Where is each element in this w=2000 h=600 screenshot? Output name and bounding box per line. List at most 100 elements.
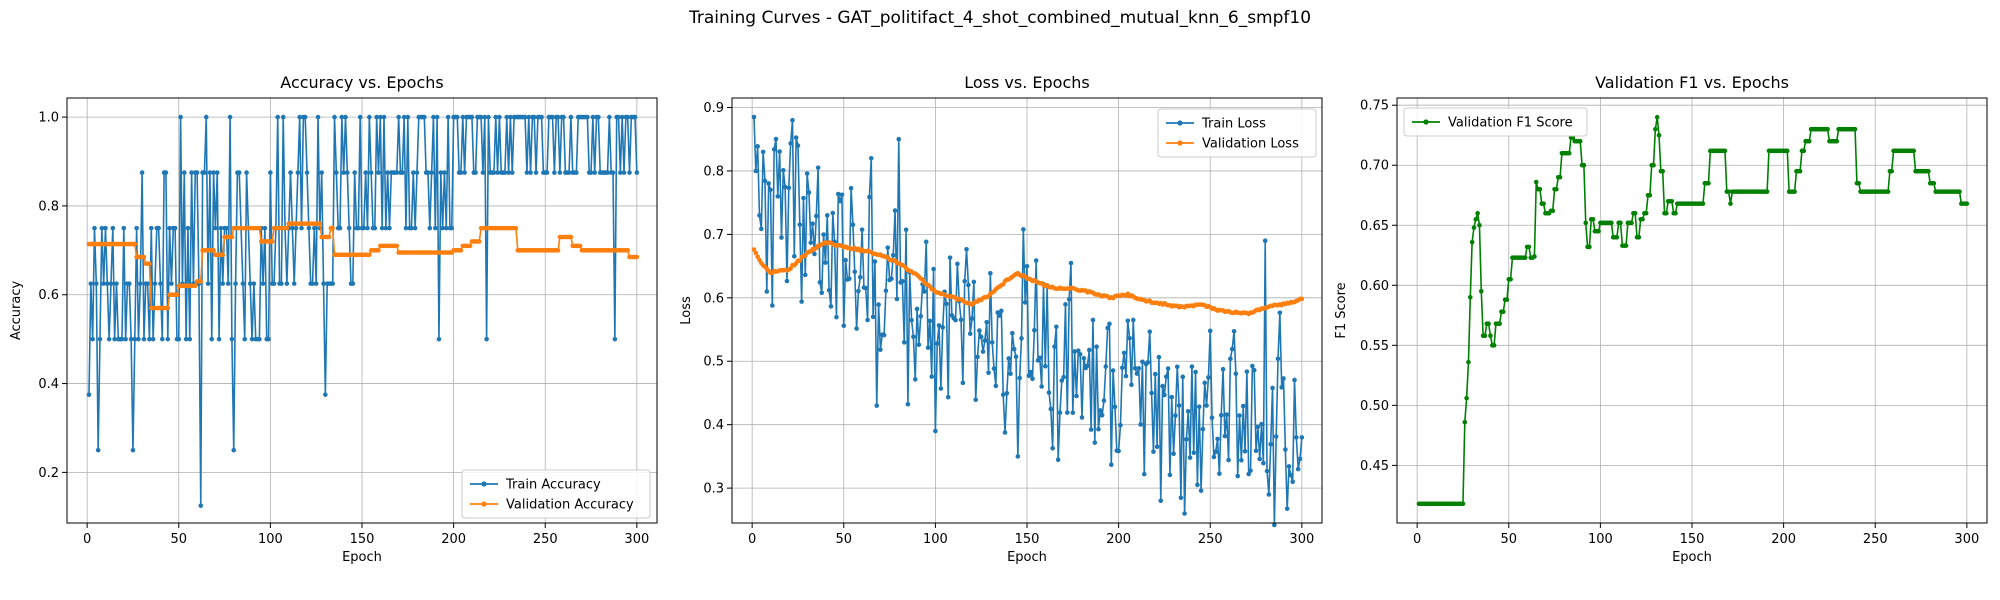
data-point [940, 325, 946, 330]
data-point [909, 317, 914, 323]
data-point [1151, 449, 1156, 454]
data-point [925, 345, 931, 350]
data-point [881, 332, 887, 338]
data-point [99, 225, 105, 231]
data-point [244, 170, 249, 175]
data-point [528, 170, 533, 175]
y-tick-label: 1.0 [38, 111, 59, 126]
y-axis-label: F1 Score [1334, 282, 1349, 338]
data-point [240, 281, 246, 286]
data-point [315, 114, 321, 120]
data-point [962, 278, 967, 284]
data-point [592, 170, 597, 175]
data-point [1152, 371, 1158, 377]
data-point [960, 380, 966, 386]
data-point [1088, 427, 1094, 432]
data-point [1000, 392, 1006, 398]
data-point [885, 245, 891, 250]
data-point [513, 225, 519, 231]
data-point [401, 114, 407, 120]
data-point [178, 114, 183, 120]
data-point [1806, 138, 1812, 144]
data-point [905, 401, 911, 407]
data-point [1856, 180, 1862, 186]
x-tick-label: 250 [1198, 532, 1223, 547]
data-point [797, 222, 803, 227]
legend-label: Validation F1 Score [1448, 116, 1573, 131]
data-point [288, 170, 293, 175]
data-point [1253, 448, 1259, 454]
data-point [588, 170, 594, 175]
data-point [625, 248, 630, 253]
legend-marker [1423, 119, 1429, 125]
series-validation-f1-score [1416, 114, 1970, 507]
data-point [823, 260, 828, 265]
data-point [121, 225, 127, 231]
series-train-accuracy [86, 114, 640, 508]
data-point [1039, 384, 1044, 389]
data-point [368, 170, 374, 175]
data-point [313, 281, 319, 286]
data-point [870, 314, 876, 320]
data-point [797, 258, 803, 264]
data-point [1482, 333, 1488, 339]
data-point [922, 289, 927, 294]
data-point [400, 170, 405, 175]
data-point [443, 225, 449, 231]
data-point [127, 281, 132, 286]
data-point [967, 331, 973, 337]
data-point [544, 170, 550, 175]
data-point [1105, 325, 1110, 331]
axes-frame [1396, 97, 1988, 524]
data-point [903, 227, 909, 233]
data-point [504, 114, 510, 120]
data-point [977, 328, 982, 333]
x-tick-label: 100 [258, 532, 283, 547]
data-point [1209, 415, 1215, 420]
chart-3: 0 50 100 150 200 250 300 0.45 0.50 0.55 0.60 0.65 0.… [1334, 73, 1988, 565]
data-point [1101, 398, 1107, 403]
data-point [777, 149, 782, 154]
data-point [1228, 356, 1233, 362]
data-point [1037, 355, 1043, 361]
data-point [114, 281, 119, 286]
data-point [387, 225, 392, 231]
data-point [312, 225, 317, 231]
data-point [436, 336, 442, 342]
data-point [810, 221, 815, 227]
data-point [819, 290, 825, 296]
x-tick-label: 0 [1413, 532, 1421, 547]
data-point [141, 254, 147, 260]
data-point [618, 170, 623, 175]
data-point [365, 225, 370, 231]
chart-2: 0 50 100 150 200 250 300 0.3 0.4 0.5 0.6 0.7 0.8 0.9 L… [679, 73, 1323, 565]
data-point [1184, 437, 1189, 442]
data-point [1266, 492, 1272, 497]
y-tick-label: 0.7 [703, 228, 724, 243]
data-point [1640, 216, 1645, 222]
x-tick-label: 200 [441, 532, 466, 547]
data-point [1281, 376, 1286, 381]
data-point [1251, 367, 1257, 373]
data-point [1055, 457, 1061, 462]
data-point [363, 170, 368, 175]
data-point [1070, 410, 1076, 416]
data-point [1275, 356, 1281, 362]
data-point [890, 253, 896, 258]
data-point [997, 313, 1002, 318]
data-point [1488, 333, 1493, 339]
data-point [304, 170, 310, 175]
data-point [1125, 318, 1131, 324]
data-point [1160, 383, 1165, 389]
x-axis-label: Epoch [1672, 550, 1712, 565]
data-point [1110, 368, 1116, 373]
data-point [1469, 239, 1475, 245]
data-point [1577, 138, 1583, 144]
data-point [1235, 473, 1241, 479]
data-point [1522, 255, 1528, 260]
y-tick-label: 0.75 [1360, 99, 1389, 114]
data-point [1295, 466, 1301, 472]
data-point [132, 336, 138, 342]
data-point [872, 259, 878, 264]
data-point [1046, 390, 1052, 395]
